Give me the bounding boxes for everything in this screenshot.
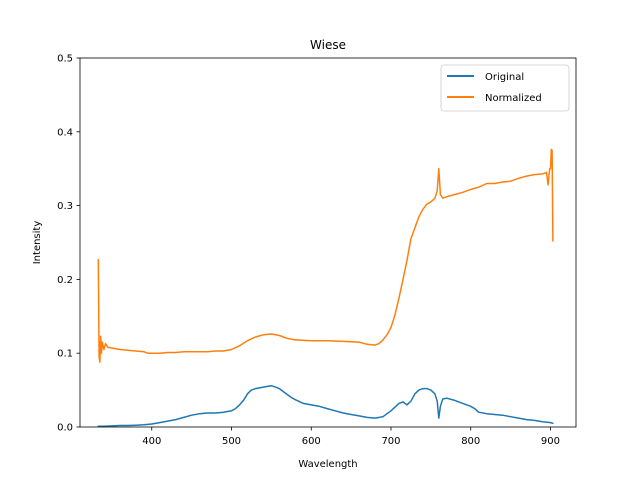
y-axis-label: Intensity xyxy=(32,221,43,265)
series-line-original xyxy=(97,384,554,428)
y-tick-label: 0.3 xyxy=(57,201,73,212)
x-tick-label: 400 xyxy=(142,436,161,447)
y-tick-label: 0.0 xyxy=(57,423,73,434)
y-axis-ticks: 0.0 0.1 0.2 0.3 0.4 0.5 xyxy=(57,54,80,434)
series-line-normalized xyxy=(97,148,554,363)
axes-frame xyxy=(79,57,577,428)
x-tick-label: 900 xyxy=(541,436,560,447)
y-tick-label: 0.1 xyxy=(57,349,73,360)
legend: Original Normalized xyxy=(440,64,570,112)
y-tick-label: 0.4 xyxy=(57,127,73,138)
y-tick-label: 0.5 xyxy=(57,54,73,65)
legend-label-original: Original xyxy=(485,72,524,83)
x-tick-label: 800 xyxy=(461,436,480,447)
plot-area xyxy=(79,57,577,428)
legend-label-normalized: Normalized xyxy=(485,93,542,104)
x-tick-label: 600 xyxy=(302,436,321,447)
y-tick-label: 0.2 xyxy=(57,275,73,286)
series-layer xyxy=(97,148,554,428)
x-axis-label: Wavelength xyxy=(298,459,357,470)
x-axis-ticks: 400 500 600 700 800 900 xyxy=(142,427,560,447)
chart-title: Wiese xyxy=(310,38,346,52)
x-tick-label: 700 xyxy=(381,436,400,447)
x-tick-label: 500 xyxy=(222,436,241,447)
